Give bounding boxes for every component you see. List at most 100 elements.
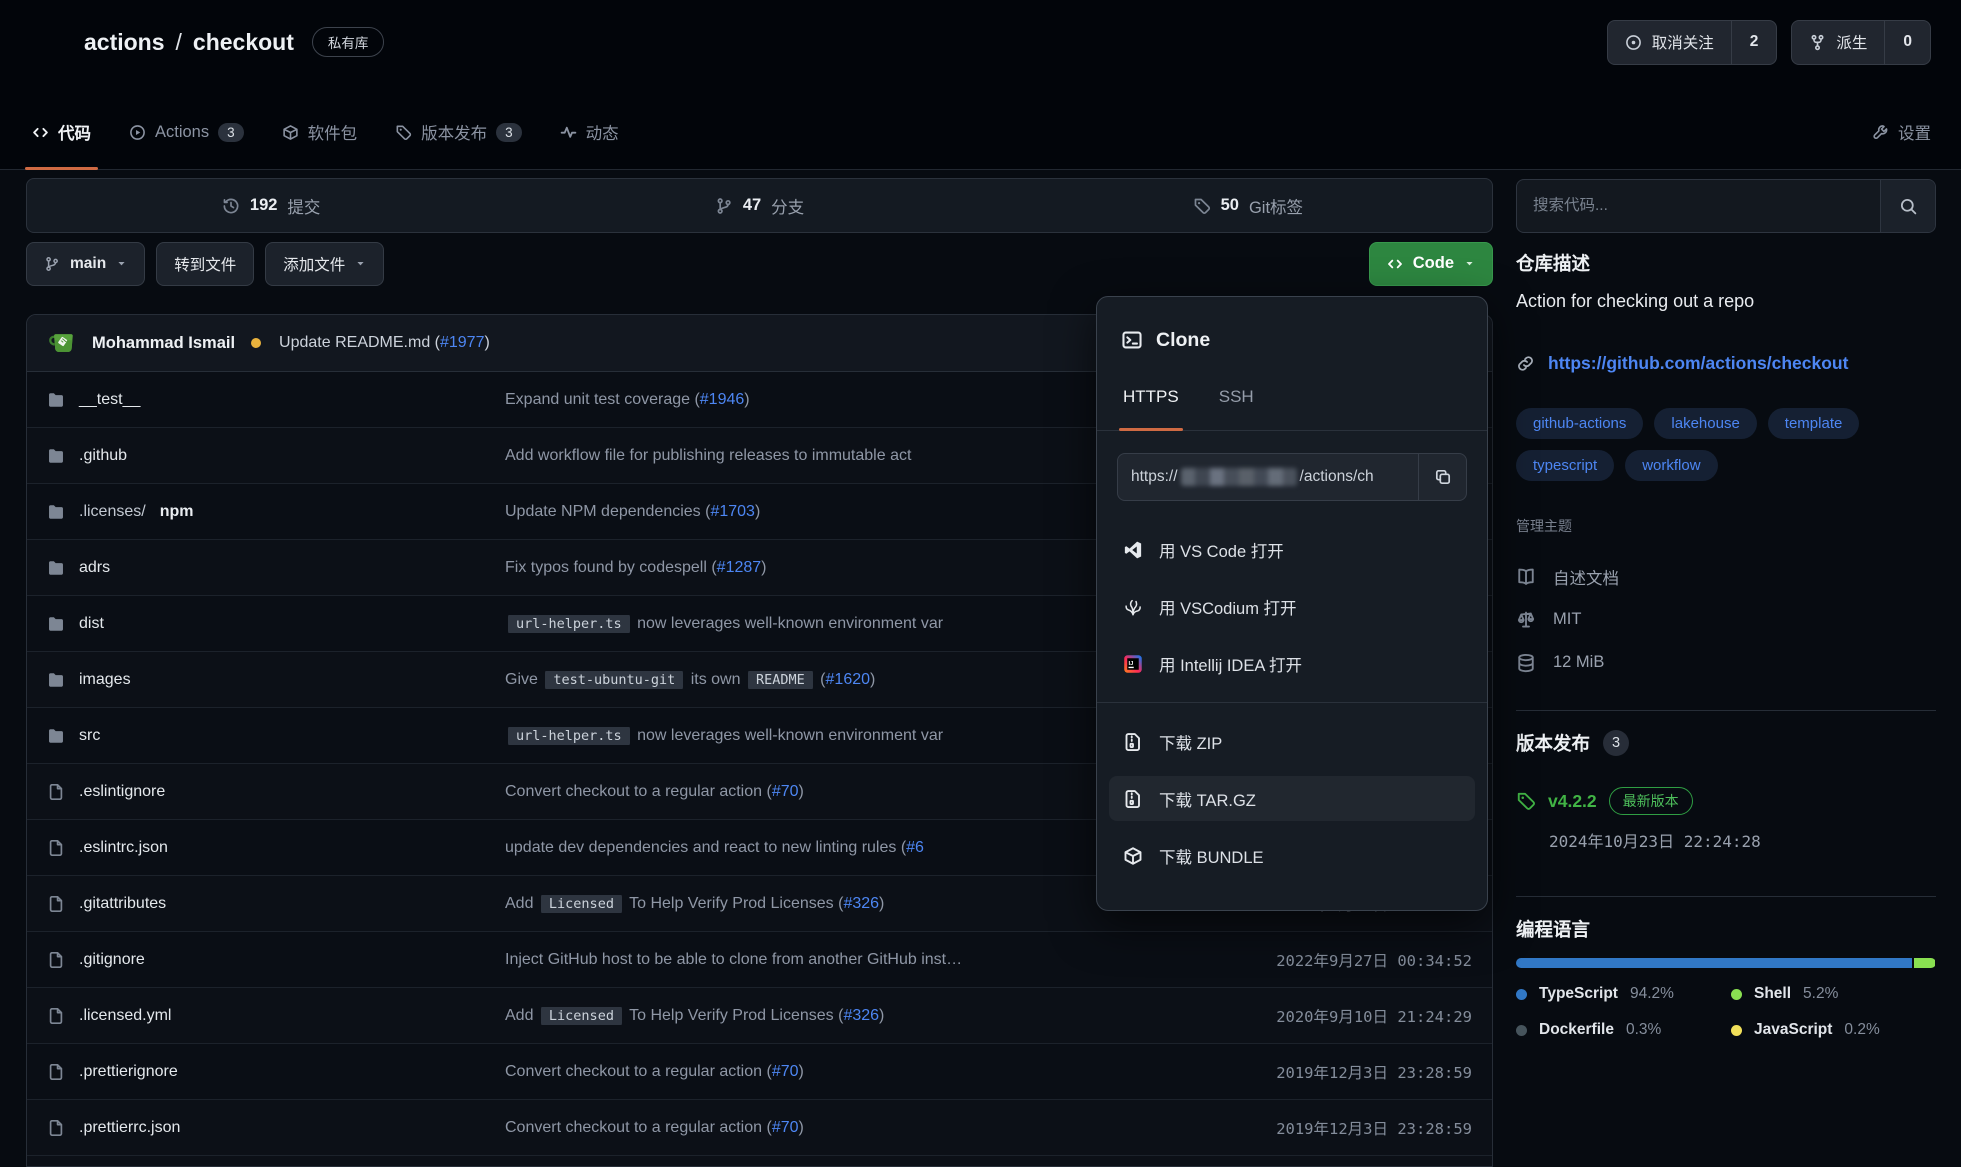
code-search-input[interactable]	[1517, 180, 1880, 232]
pr-link[interactable]: #1977	[439, 334, 485, 351]
file-name-link[interactable]: .eslintignore	[79, 782, 166, 800]
file-name-link[interactable]: .gitattributes	[79, 894, 167, 912]
code-icon	[32, 124, 49, 141]
branch-selector[interactable]: main	[26, 241, 146, 286]
repo-website-link[interactable]: https://github.com/actions/checkout	[1548, 353, 1849, 373]
table-row[interactable]: .prettierignore Convert checkout to a reg…	[27, 1044, 1492, 1100]
commit-status-dot[interactable]	[251, 338, 262, 348]
legend-item[interactable]: Shell 5.2%	[1731, 985, 1936, 1003]
language-legend: TypeScript 94.2% Shell 5.2% Dockerfile 0.3% Ja…	[1516, 985, 1936, 1039]
repo-description: Action for checking out a repo	[1516, 291, 1755, 311]
idea-icon: IJ	[1123, 654, 1143, 674]
tab-settings[interactable]: 设置	[1872, 94, 1931, 170]
stat-分支[interactable]: 47 分支	[515, 179, 1003, 232]
file-name-link[interactable]: .gitignore	[79, 950, 145, 968]
pr-link[interactable]: #1946	[699, 390, 745, 408]
topic-pill[interactable]: lakehouse	[1654, 408, 1757, 439]
unwatch-button[interactable]: 取消关注 2	[1606, 19, 1778, 65]
menu-item[interactable]: 下载 BUNDLE	[1109, 833, 1475, 878]
legend-item[interactable]: Dockerfile 0.3%	[1516, 1021, 1731, 1039]
tab-版本发布[interactable]: 版本发布 3	[395, 94, 522, 170]
watchers-count[interactable]: 2	[1730, 20, 1777, 64]
topic-pill[interactable]: typescript	[1516, 450, 1615, 481]
languages-heading: 编程语言	[1516, 919, 1591, 940]
file-name-link[interactable]: src	[79, 726, 101, 744]
menu-item[interactable]: 用 VSCodium 打开	[1109, 584, 1475, 629]
tab-Actions[interactable]: Actions 3	[129, 94, 244, 170]
table-row[interactable]: .prettierrc.json Convert checkout to a re…	[27, 1100, 1492, 1156]
pr-link[interactable]: #70	[771, 782, 799, 800]
forks-count[interactable]: 0	[1884, 20, 1930, 64]
pr-link[interactable]: #1703	[710, 502, 755, 520]
menu-item[interactable]: IJ 用 Intellij IDEA 打开	[1109, 641, 1475, 686]
manage-topics-link[interactable]: 管理主题	[1516, 518, 1572, 534]
fork-button[interactable]: 派生 0	[1791, 19, 1931, 65]
file-name-link[interactable]: .prettierrc.json	[79, 1118, 181, 1136]
clone-tab-ssh[interactable]: SSH	[1218, 387, 1254, 406]
copy-url-button[interactable]	[1418, 454, 1466, 500]
menu-item[interactable]: 下载 TAR.GZ	[1109, 776, 1475, 821]
goto-file-button[interactable]: 转到文件	[156, 241, 255, 286]
clone-tab-https[interactable]: HTTPS	[1119, 381, 1183, 431]
file-name-link[interactable]: .eslintrc.json	[79, 838, 168, 856]
legend-item[interactable]: TypeScript 94.2%	[1516, 985, 1731, 1003]
avatar[interactable]	[47, 328, 77, 358]
release-version-link[interactable]: v4.2.2	[1548, 790, 1597, 811]
commit-message-cell: url-helper.ts now leverages well-known e…	[505, 726, 1177, 745]
commit-message-suffix: )	[484, 334, 490, 351]
file-name-link[interactable]: adrs	[79, 558, 111, 576]
pr-link[interactable]: #326	[843, 1006, 880, 1024]
repo-owner-link[interactable]: actions	[84, 28, 165, 55]
pr-link[interactable]: #1287	[716, 558, 762, 576]
file-name-link[interactable]: npm	[159, 502, 194, 520]
tab-代码[interactable]: 代码	[25, 94, 98, 170]
topic-pill[interactable]: template	[1767, 408, 1860, 439]
stat-count: 47	[742, 196, 762, 214]
file-name-link[interactable]: dist	[79, 614, 104, 632]
clone-url-prefix: https://	[1131, 468, 1178, 485]
file-icon	[47, 1063, 65, 1081]
path-separator: /	[175, 28, 182, 55]
pr-link[interactable]: #70	[771, 1062, 799, 1080]
meta-MIT[interactable]: MIT	[1516, 598, 1936, 641]
pr-link[interactable]: #70	[771, 1118, 799, 1136]
releases-count-badge: 3	[1603, 730, 1630, 756]
menu-item[interactable]: 下载 ZIP	[1109, 719, 1475, 764]
repo-website-row[interactable]: https://github.com/actions/checkout	[1516, 353, 1936, 374]
repo-name-link[interactable]: checkout	[192, 28, 294, 55]
menu-divider	[1097, 702, 1487, 703]
file-name-link[interactable]: .licensed.yml	[79, 1006, 172, 1024]
clone-url-input[interactable]: https:// /actions/ch	[1118, 454, 1418, 500]
tab-软件包[interactable]: 软件包	[282, 94, 357, 170]
stat-Git标签[interactable]: 50 Git标签	[1004, 179, 1492, 232]
stat-提交[interactable]: 192 提交	[27, 179, 515, 232]
code-search-button[interactable]	[1880, 180, 1935, 232]
code-button[interactable]: Code	[1368, 241, 1493, 286]
releases-heading[interactable]: 版本发布	[1516, 733, 1591, 754]
file-name-link[interactable]: __test__	[79, 390, 141, 408]
topic-pill[interactable]: workflow	[1625, 450, 1718, 481]
topic-pill[interactable]: github-actions	[1516, 408, 1644, 439]
link-icon	[1516, 354, 1535, 373]
file-icon	[47, 1007, 65, 1025]
commit-author-link[interactable]: Mohammad Ismail	[92, 333, 236, 352]
table-row[interactable]: .licensed.yml Add Licensed To Help Verify…	[27, 988, 1492, 1044]
code-chip: test-ubuntu-git	[545, 670, 684, 689]
menu-item[interactable]: 用 VS Code 打开	[1109, 527, 1475, 572]
pr-link[interactable]: #326	[843, 894, 880, 912]
tab-动态[interactable]: 动态	[560, 94, 619, 170]
file-name-link[interactable]: .github	[79, 446, 128, 464]
legend-item[interactable]: JavaScript 0.2%	[1731, 1021, 1936, 1039]
table-row[interactable]: .gitignore Inject GitHub host to be able …	[27, 932, 1492, 988]
pr-link[interactable]: #6	[906, 838, 924, 856]
file-name-link[interactable]: images	[79, 670, 131, 688]
file-name-cell: __test__	[27, 391, 505, 409]
chevron-down-icon	[355, 258, 366, 269]
pr-link[interactable]: #1620	[825, 670, 871, 688]
language-bar[interactable]	[1516, 958, 1936, 968]
meta-自述文档[interactable]: 自述文档	[1516, 555, 1936, 598]
file-name-link[interactable]: .prettierignore	[79, 1062, 178, 1080]
add-file-button[interactable]: 添加文件	[265, 241, 385, 286]
language-segment	[1913, 958, 1936, 968]
